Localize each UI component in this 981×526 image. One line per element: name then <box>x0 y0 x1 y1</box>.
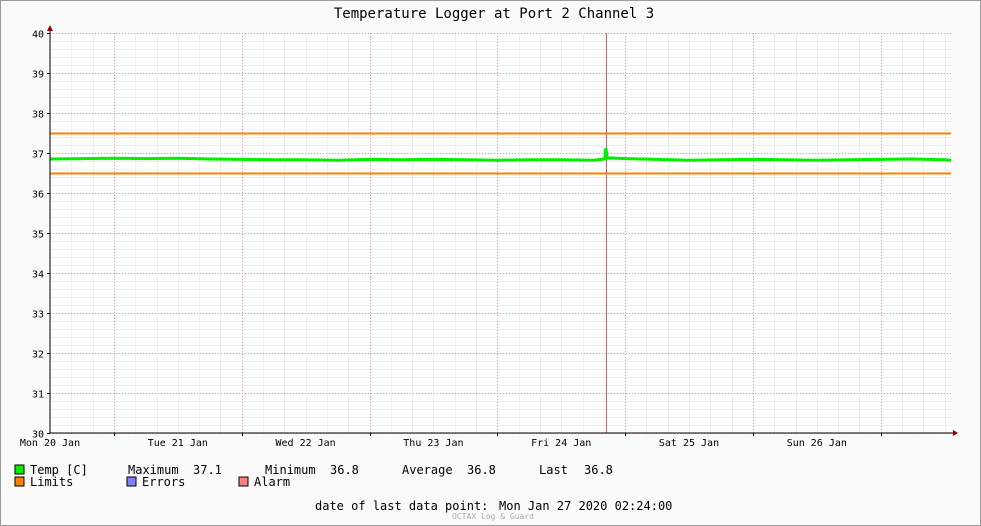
last-data-point-value: Mon Jan 27 2020 02:24:00 <box>499 499 672 513</box>
x-tick-label: Mon 20 Jan <box>20 438 80 449</box>
y-tick-label: 37 <box>32 150 44 161</box>
y-tick-label: 39 <box>32 70 44 81</box>
legend: Temp [C] Maximum 37.1 Minimum 36.8 Avera… <box>14 463 613 489</box>
legend-last-value: 36.8 <box>584 463 613 477</box>
legend-errors-label: Errors <box>142 475 185 489</box>
legend-limits-label: Limits <box>30 475 73 489</box>
legend-maximum-label: Maximum <box>128 463 179 477</box>
legend-average-label: Average <box>402 463 453 477</box>
y-tick-label: 38 <box>32 110 44 121</box>
y-tick-label: 30 <box>32 430 44 441</box>
x-tick-label: Thu 23 Jan <box>403 438 463 449</box>
y-tick-label: 33 <box>32 310 44 321</box>
legend-temp-swatch <box>14 464 25 475</box>
y-axis-arrow <box>47 25 53 31</box>
x-tick-label: Sun 26 Jan <box>787 438 847 449</box>
legend-errors-swatch <box>126 476 137 487</box>
legend-alarm-swatch <box>238 476 249 487</box>
x-tick-label: Tue 21 Jan <box>148 438 208 449</box>
temp-series-line <box>49 147 952 162</box>
x-tick-label: Wed 22 Jan <box>275 438 335 449</box>
legend-maximum-value: 37.1 <box>193 463 222 477</box>
y-tick-label: 32 <box>32 350 44 361</box>
legend-last-label: Last <box>539 463 568 477</box>
legend-average-value: 36.8 <box>467 463 496 477</box>
y-tick-label: 40 <box>32 30 44 41</box>
y-tick-label: 35 <box>32 230 44 241</box>
legend-minimum-value: 36.8 <box>330 463 359 477</box>
y-tick-label: 34 <box>32 270 44 281</box>
legend-limits-swatch <box>14 476 25 487</box>
credit-text: OCTAX Log & Guard <box>452 512 534 521</box>
major-grid <box>47 33 951 436</box>
x-tick-label: Fri 24 Jan <box>531 438 591 449</box>
legend-alarm-label: Alarm <box>254 475 290 489</box>
x-axis-arrow <box>953 430 958 436</box>
last-data-point-label: date of last data point: <box>315 499 488 513</box>
y-tick-label: 36 <box>32 190 44 201</box>
x-axis-tick-labels: Mon 20 Jan Tue 21 Jan Wed 22 Jan Thu 23 Jan… <box>20 438 847 449</box>
legend-temp-label: Temp [C] <box>30 463 88 477</box>
legend-minimum-label: Minimum <box>265 463 316 477</box>
y-axis-tick-labels: 30 31 32 33 34 35 36 37 38 39 40 <box>32 30 44 441</box>
x-tick-label: Sat 25 Jan <box>659 438 719 449</box>
chart-title: Temperature Logger at Port 2 Channel 3 <box>334 6 654 22</box>
y-tick-label: 31 <box>32 390 44 401</box>
limit-lines <box>50 132 951 175</box>
